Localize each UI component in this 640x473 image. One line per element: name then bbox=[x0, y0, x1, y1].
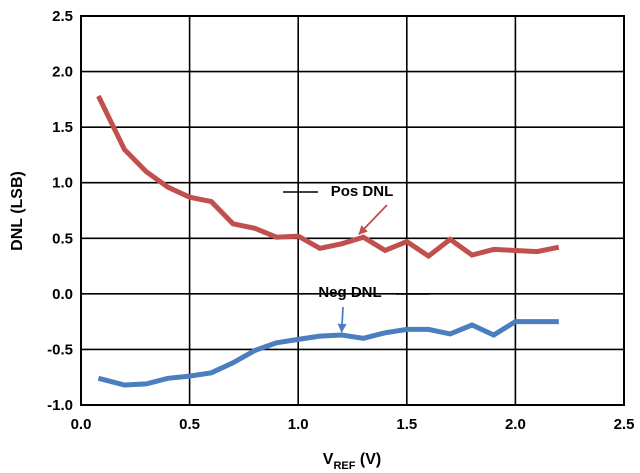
x-tick-label: 0.0 bbox=[71, 416, 92, 433]
grid bbox=[80, 15, 625, 406]
pos-dnl-line bbox=[96, 94, 560, 260]
x-tick-label: 1.0 bbox=[288, 416, 309, 433]
x-tick-label: 2.0 bbox=[505, 416, 526, 433]
x-tick-labels: 0.0 0.5 1.0 1.5 2.0 2.5 bbox=[71, 416, 635, 433]
y-tick-label: 1.0 bbox=[52, 175, 73, 192]
y-tick-label: 0.0 bbox=[52, 286, 73, 303]
y-tick-labels: -1.0 -0.5 0.0 0.5 1.0 1.5 2.0 2.5 bbox=[47, 8, 73, 414]
plot-frame bbox=[80, 15, 625, 406]
y-tick-label: 1.5 bbox=[52, 119, 73, 136]
y-tick-label: 0.5 bbox=[52, 230, 73, 247]
pos-dnl-arrow bbox=[358, 204, 388, 235]
neg-dnl-line bbox=[97, 319, 559, 388]
y-tick-label: -1.0 bbox=[47, 397, 73, 414]
y-tick-label: 2.0 bbox=[52, 64, 73, 81]
x-tick-label: 2.5 bbox=[614, 416, 635, 433]
x-axis-title-tail: (V) bbox=[355, 451, 381, 468]
x-tick-label: 0.5 bbox=[179, 416, 200, 433]
x-axis-title-sub: REF bbox=[333, 460, 355, 472]
annotations: Pos DNL Neg DNL bbox=[283, 183, 430, 333]
pos-dnl-annotation-label: Pos DNL bbox=[331, 183, 394, 200]
neg-dnl-arrow bbox=[337, 306, 347, 333]
y-tick-label: -0.5 bbox=[47, 341, 73, 358]
x-axis-title: VREF (V) bbox=[323, 451, 381, 472]
y-axis-title: DNL (LSB) bbox=[9, 171, 26, 251]
x-axis-title-main: V bbox=[323, 451, 334, 468]
neg-dnl-annotation-label: Neg DNL bbox=[318, 284, 381, 301]
y-tick-label: 2.5 bbox=[52, 8, 73, 25]
series-layer bbox=[96, 94, 560, 388]
x-tick-label: 1.5 bbox=[396, 416, 417, 433]
